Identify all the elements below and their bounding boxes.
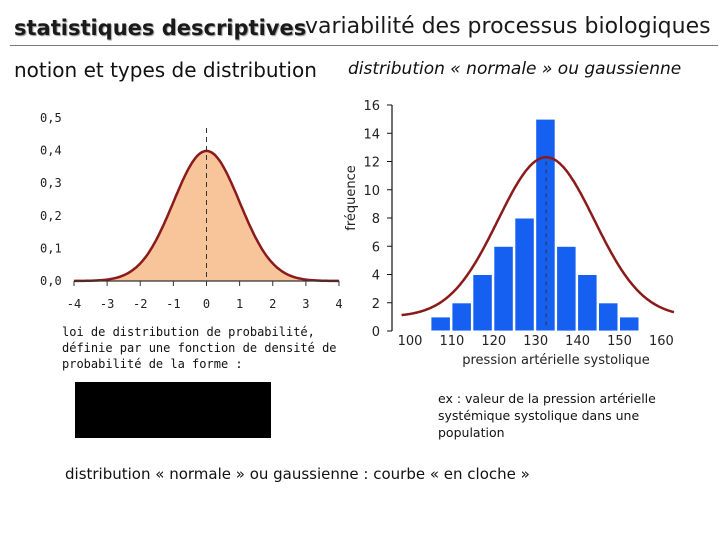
left-y-tick-label: 0,1 (40, 241, 62, 255)
right-y-tick-label: 0 (372, 325, 380, 340)
left-y-tick-label: 0,2 (40, 209, 62, 223)
right-y-tick-label: 8 (372, 212, 380, 227)
right-x-tick-label: 100 (398, 334, 423, 349)
left-x-tick-label: 0 (203, 297, 210, 311)
left-x-tick-label: -2 (133, 297, 147, 311)
histogram-bar (430, 316, 451, 332)
right-x-tick-label: 160 (649, 334, 674, 349)
histogram-bar (472, 274, 493, 332)
left-x-tick-label: 1 (236, 297, 243, 311)
right-x-tick-label: 130 (523, 334, 548, 349)
right-y-tick-label: 16 (363, 99, 380, 114)
right-y-tick-label: 14 (363, 127, 380, 142)
section-title-left: notion et types de distribution (14, 58, 317, 82)
left-x-tick-label: -3 (100, 297, 114, 311)
section-title-right: distribution « normale » ou gaussienne (348, 59, 682, 79)
header-divider (10, 45, 718, 46)
normal-area (74, 150, 339, 281)
left-x-tick-label: 2 (269, 297, 276, 311)
left-x-tick-label: 4 (335, 297, 342, 311)
histogram-bar (556, 245, 577, 332)
left-y-tick-label: 0,0 (40, 274, 62, 288)
distribution-description: loi de distribution de probabilité, défi… (62, 325, 337, 371)
right-y-tick-label: 6 (372, 240, 380, 255)
left-y-tick-label: 0,3 (40, 176, 62, 190)
page-title: statistiques descriptives (14, 16, 307, 40)
formula-image (75, 382, 271, 438)
histogram-bar (535, 118, 556, 332)
left-y-tick-label: 0,4 (40, 144, 62, 158)
histogram-bar (451, 302, 472, 332)
right-x-axis-label: pression artérielle systolique (462, 353, 650, 368)
right-y-tick-label: 4 (372, 269, 380, 284)
histogram-bar (514, 217, 535, 332)
right-y-tick-label: 2 (372, 297, 380, 312)
example-note: ex : valeur de la pression artérielle sy… (438, 391, 656, 440)
right-y-tick-label: 12 (363, 156, 380, 171)
fit-curve (401, 156, 675, 317)
left-x-tick-label: -4 (67, 297, 81, 311)
left-y-tick-label: 0,5 (40, 111, 62, 125)
right-x-tick-label: 140 (565, 334, 590, 349)
conclusion-text: distribution « normale » ou gaussienne :… (65, 465, 530, 483)
right-x-tick-label: 110 (439, 334, 464, 349)
right-y-tick-label: 10 (363, 184, 380, 199)
left-x-tick-label: 3 (302, 297, 309, 311)
right-x-tick-label: 120 (481, 334, 506, 349)
right-y-axis-label: fréquence (344, 165, 359, 231)
histogram-bar (577, 274, 598, 332)
right-x-tick-label: 150 (607, 334, 632, 349)
histogram-bar (598, 302, 619, 332)
page-subtitle: variabilité des processus biologiques (305, 14, 711, 39)
histogram-bar (619, 316, 640, 332)
histogram-bar (493, 245, 514, 332)
left-x-tick-label: -1 (166, 297, 180, 311)
